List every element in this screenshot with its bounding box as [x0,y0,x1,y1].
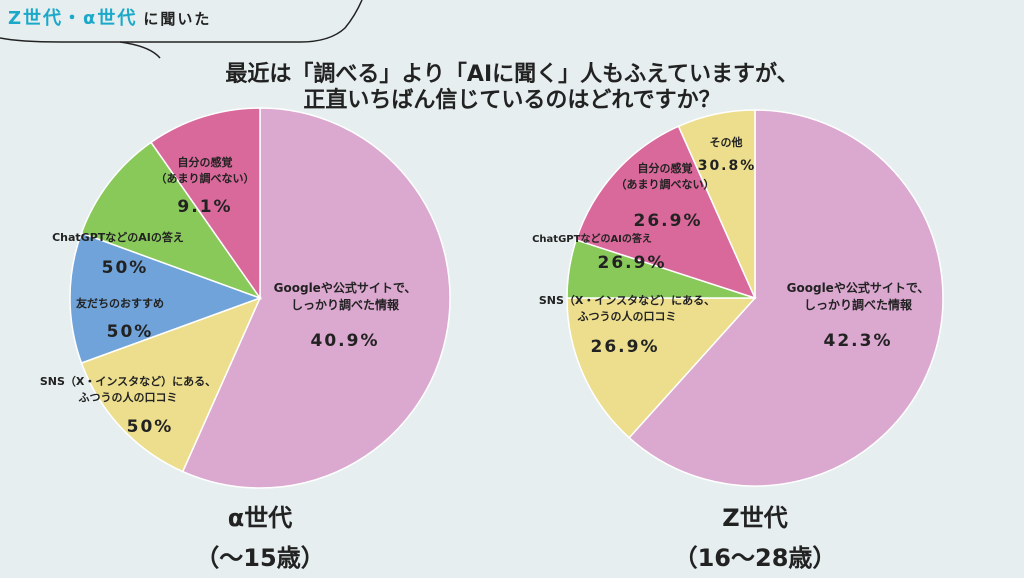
z-caption: Z世代 （16〜28歳） [625,498,885,578]
pie-1-slice-4-label: その他 [710,135,743,149]
question-line-2: 正直いちばん信じているのはどれですか？ [303,88,721,113]
pie-1-slice-1-label: SNS（X・インスタなど）にある、ふつうの人の口コミ [539,294,715,323]
question-line-1: 最近は「調べる」より「AIに聞く」人もふえていますが、 [225,62,799,87]
pie-0-slice-4 [149,107,261,301]
z-age-label: （16〜28歳） [673,544,837,572]
z-group-label: Z世代 [722,504,788,532]
alpha-group-label: α世代 [227,504,293,532]
pie-0-slice-1-label: SNS（X・インスタなど）にある、ふつうの人の口コミ [40,375,216,404]
pie-1-slice-1 [566,297,757,439]
pie-1-slice-2-label: ChatGPTなどのAIの答え [532,232,652,245]
survey-tag-highlight: Z世代・α世代 [8,8,138,29]
pie-1-slice-4 [677,109,756,299]
survey-tag-plain: に聞いた [143,10,212,28]
pie-1-slice-0-value: 42.3% [824,331,893,351]
pie-1-slice-3-label: 自分の感覚（あまり調べない） [616,161,715,191]
pie-0-slice-2 [69,232,263,364]
survey-tag: Z世代・α世代 に聞いた [8,4,211,30]
pie-1-slice-3 [575,125,757,300]
pie-0-slice-4-value: 9.1% [177,197,232,217]
pie-0-slice-1 [80,296,262,473]
alpha-caption: α世代 （〜15歳） [130,498,390,578]
pie-1-slice-3-value: 26.9% [634,211,703,231]
pie-0-slice-2-label: 友だちのおすすめ [76,296,164,310]
pie-0-slice-3-value: 50% [102,258,149,278]
pie-0-slice-0-value: 40.9% [311,331,380,351]
pie-0-slice-2-value: 50% [107,322,154,342]
speech-bubble-line [0,0,363,59]
pie-1-slice-1-value: 26.9% [591,337,660,357]
pie-0-slice-3-label: ChatGPTなどのAIの答え [52,230,184,244]
pie-0-slice-3 [80,141,262,300]
pie-0-slice-0 [181,107,451,489]
pie-0-slice-1-value: 50% [127,417,174,437]
pie-0-slice-4-label: 自分の感覚（あまり調べない） [156,155,255,185]
survey-question: 最近は「調べる」より「AIに聞く」人もふえていますが、 正直いちばん信じているの… [0,62,1024,114]
pie-1-slice-4-value: 30.8% [698,158,757,174]
pie-0-slice-0-label: Googleや公式サイトで、しっかり調べた情報 [274,280,417,312]
alpha-age-label: （〜15歳） [195,544,325,572]
pie-1-slice-0 [628,109,944,487]
pie-1-slice-2-value: 26.9% [598,253,667,273]
pie-1-slice-0-label: Googleや公式サイトで、しっかり調べた情報 [787,280,930,312]
